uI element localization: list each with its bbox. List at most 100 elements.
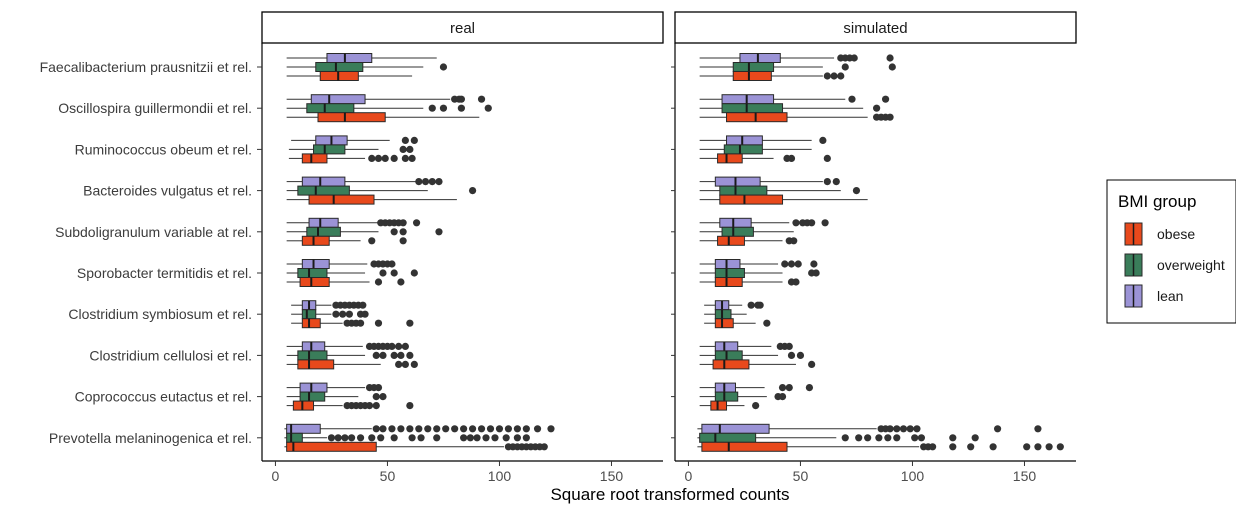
outlier-point bbox=[893, 425, 901, 433]
x-tick-label: 0 bbox=[272, 468, 280, 484]
box-iqr bbox=[714, 268, 745, 278]
box-overweight bbox=[286, 391, 387, 402]
box-obese bbox=[699, 153, 831, 164]
outlier-point bbox=[787, 351, 796, 359]
outlier-point bbox=[888, 63, 896, 71]
legend: BMI group obese overweight lean bbox=[1106, 179, 1236, 324]
outlier-point bbox=[794, 260, 802, 268]
box-iqr bbox=[326, 53, 373, 63]
box-iqr bbox=[301, 341, 326, 352]
box-iqr bbox=[286, 441, 377, 452]
outlier-point bbox=[435, 228, 443, 236]
outlier-point bbox=[522, 434, 530, 442]
box-iqr bbox=[299, 382, 328, 393]
outlier-point bbox=[368, 434, 376, 442]
box-iqr bbox=[308, 217, 339, 228]
box-overweight bbox=[699, 185, 861, 196]
outlier-point bbox=[399, 237, 407, 245]
box-lean bbox=[699, 382, 814, 393]
box-lean bbox=[286, 382, 383, 393]
outlier-point bbox=[747, 301, 755, 309]
outlier-point bbox=[533, 425, 542, 433]
outlier-point bbox=[778, 384, 787, 392]
outlier-point bbox=[1034, 425, 1042, 433]
outlier-point bbox=[884, 434, 892, 442]
outlier-point bbox=[967, 443, 975, 451]
outlier-point bbox=[356, 434, 365, 442]
facet-strip bbox=[261, 11, 664, 44]
outlier-point bbox=[339, 310, 347, 318]
outlier-point bbox=[864, 434, 872, 442]
outlier-point bbox=[439, 63, 448, 71]
outlier-point bbox=[823, 178, 831, 186]
legend-title: BMI group bbox=[1118, 192, 1196, 211]
outlier-point bbox=[356, 319, 365, 327]
outlier-point bbox=[408, 434, 416, 442]
category-label: Oscillospira guillermondii et rel. bbox=[58, 100, 252, 116]
x-tick-label: 0 bbox=[685, 468, 693, 484]
outlier-point bbox=[410, 360, 418, 368]
legend-item-overweight: overweight bbox=[1124, 253, 1225, 277]
outlier-point bbox=[477, 95, 486, 103]
legend-label: overweight bbox=[1157, 257, 1225, 273]
box-iqr bbox=[739, 53, 781, 63]
outlier-point bbox=[841, 63, 849, 71]
outlier-point bbox=[460, 434, 468, 442]
outlier-point bbox=[522, 425, 530, 433]
box-iqr bbox=[297, 268, 328, 278]
box-iqr bbox=[717, 153, 743, 164]
x-tick-label: 100 bbox=[901, 468, 925, 484]
outlier-point bbox=[513, 434, 521, 442]
outlier-point bbox=[442, 425, 450, 433]
outlier-point bbox=[399, 219, 407, 227]
box-iqr bbox=[719, 194, 784, 205]
box-overweight bbox=[699, 350, 805, 361]
outlier-point bbox=[390, 351, 398, 359]
outlier-point bbox=[435, 178, 443, 186]
x-axis-title: Square root transformed counts bbox=[550, 485, 789, 504]
outlier-point bbox=[395, 360, 403, 368]
outlier-point bbox=[468, 187, 477, 195]
category-labels: Faecalibacterium prausnitzii et rel. Osci… bbox=[40, 59, 252, 446]
box-lean bbox=[291, 135, 418, 146]
x-tick-label: 50 bbox=[380, 468, 396, 484]
box-overweight bbox=[699, 268, 820, 278]
outlier-point bbox=[388, 342, 396, 350]
box-overweight bbox=[697, 432, 979, 443]
outlier-point bbox=[406, 145, 414, 153]
facet-panels: real 0 50 100 150 simulated 0 50 100 150 bbox=[257, 11, 1077, 484]
box-iqr bbox=[301, 235, 330, 246]
outlier-point bbox=[390, 434, 398, 442]
outlier-point bbox=[379, 351, 387, 359]
outlier-point bbox=[913, 425, 921, 433]
outlier-point bbox=[433, 425, 441, 433]
category-label: Sporobacter termitidis et rel. bbox=[77, 265, 252, 281]
outlier-point bbox=[906, 425, 914, 433]
outlier-point bbox=[372, 425, 380, 433]
box-lean bbox=[284, 423, 555, 434]
outlier-point bbox=[417, 434, 425, 442]
box-overweight bbox=[286, 350, 414, 361]
outlier-point bbox=[410, 136, 418, 144]
x-tick-label: 50 bbox=[793, 468, 809, 484]
outlier-point bbox=[374, 278, 383, 286]
box-iqr bbox=[714, 259, 741, 269]
box-lean bbox=[286, 53, 437, 63]
outlier-point bbox=[401, 360, 409, 368]
outlier-point bbox=[408, 154, 416, 162]
box-obese bbox=[699, 112, 894, 123]
box-iqr bbox=[714, 277, 743, 287]
outlier-point bbox=[504, 425, 513, 433]
box-iqr bbox=[306, 103, 355, 114]
box-obese bbox=[286, 400, 414, 411]
outlier-point bbox=[787, 154, 796, 162]
outlier-point bbox=[359, 301, 367, 309]
box-obese bbox=[704, 318, 771, 329]
outlier-point bbox=[372, 402, 380, 410]
outlier-point bbox=[787, 260, 796, 268]
outlier-point bbox=[785, 342, 793, 350]
x-tick-label: 100 bbox=[488, 468, 512, 484]
outlier-point bbox=[886, 425, 894, 433]
outlier-point bbox=[785, 384, 793, 392]
box-lean bbox=[697, 423, 1042, 434]
